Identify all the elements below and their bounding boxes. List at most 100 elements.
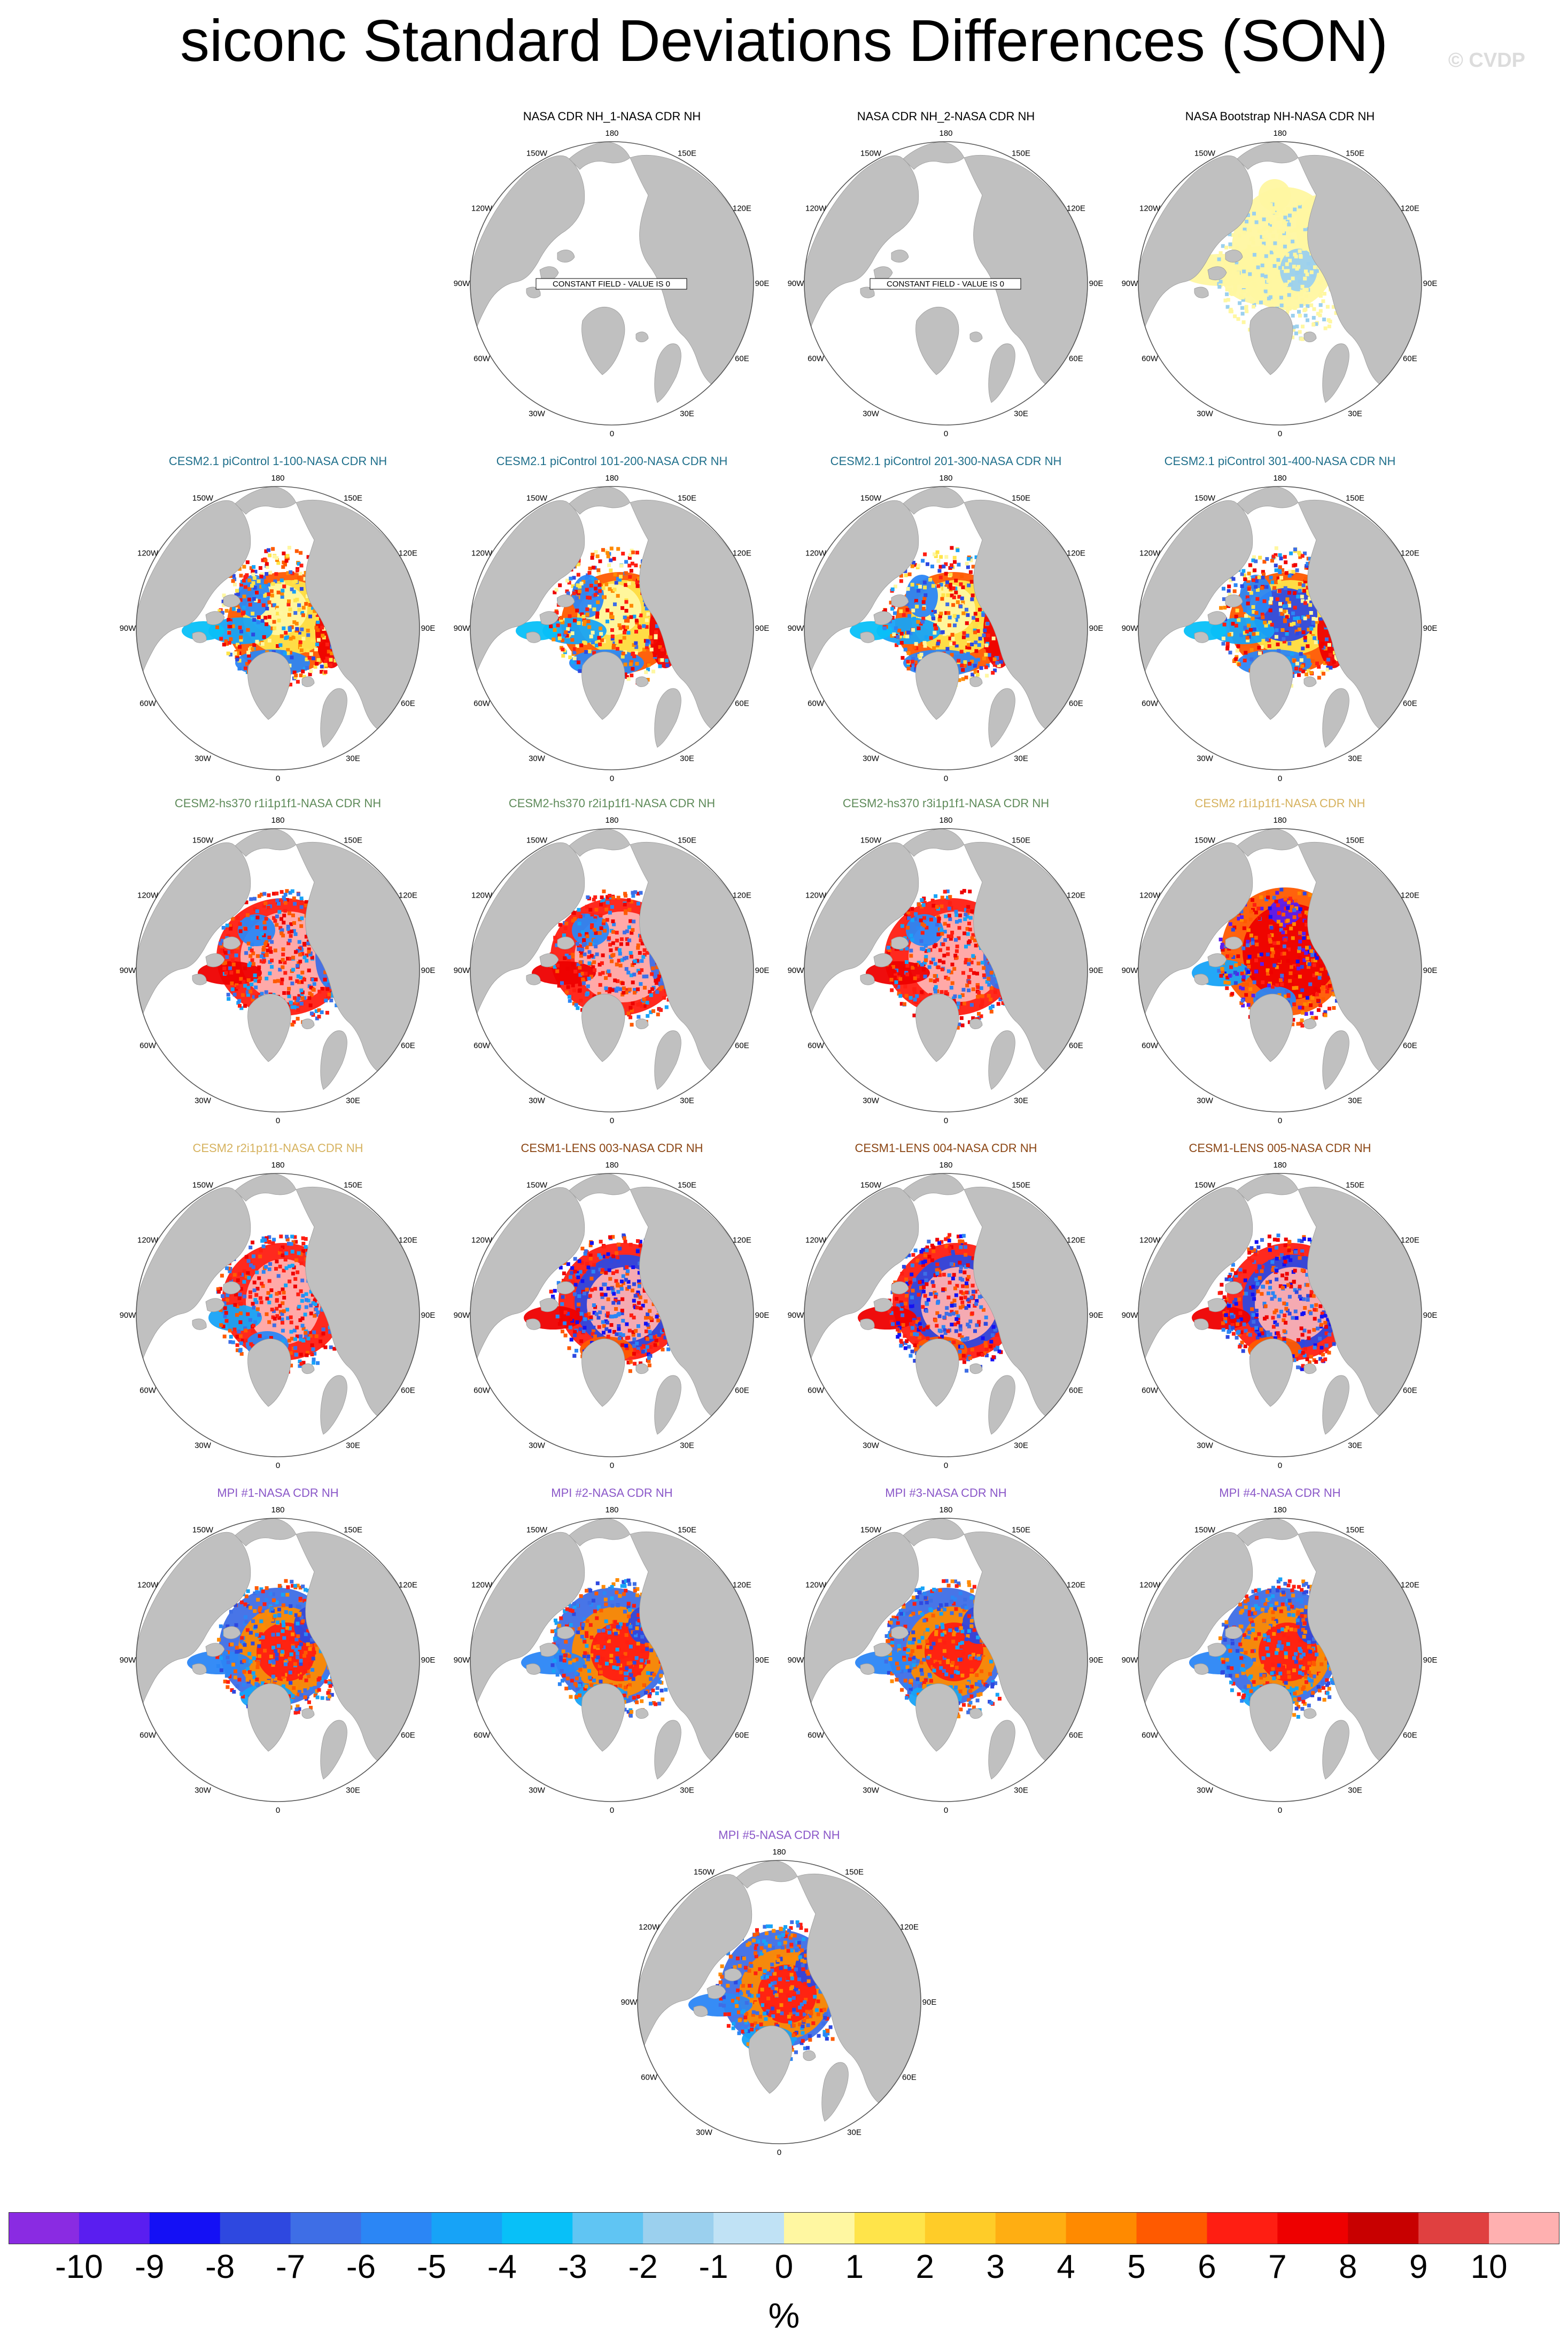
longitude-label: 180 xyxy=(1273,1505,1286,1515)
longitude-label: 180 xyxy=(605,129,618,138)
colorbar-tick-label: -1 xyxy=(698,2248,728,2285)
longitude-label: 60E xyxy=(1069,1041,1083,1050)
figure-title: siconc Standard Deviations Differences (… xyxy=(180,8,1388,74)
panel-title: CESM2.1 piControl 301-400-NASA CDR NH xyxy=(1164,454,1396,468)
longitude-label: 150E xyxy=(1012,1181,1030,1190)
longitude-label: 0 xyxy=(944,1116,948,1125)
land-mask xyxy=(136,1518,420,1780)
longitude-label: 150W xyxy=(526,494,548,503)
longitude-label: 120W xyxy=(1139,204,1161,213)
longitude-label: 90E xyxy=(1089,1656,1104,1665)
colorbar-tick-label: 4 xyxy=(1057,2248,1075,2285)
longitude-label: 180 xyxy=(271,1505,284,1515)
longitude-label: 150E xyxy=(344,836,362,845)
polar-map: 180 150E 120E 90E 60E 30E 0 30W 60W 90W 120W 150W xyxy=(454,816,770,1125)
panel-title: MPI #4-NASA CDR NH xyxy=(1219,1486,1341,1500)
longitude-label: 30E xyxy=(1014,1096,1028,1105)
panel-title: CESM2-hs370 r2i1p1f1-NASA CDR NH xyxy=(508,797,716,810)
colorbar-tick-label: 9 xyxy=(1409,2248,1428,2285)
longitude-label: 60E xyxy=(401,1386,415,1395)
longitude-label: 30W xyxy=(863,754,880,763)
colorbar-tick-label: -5 xyxy=(416,2248,447,2285)
colorbar-swatch xyxy=(854,2212,926,2244)
longitude-label: 60E xyxy=(735,1386,749,1395)
longitude-label: 90W xyxy=(454,1656,471,1665)
longitude-label: 60E xyxy=(1403,354,1417,364)
longitude-label: 120E xyxy=(399,549,417,558)
longitude-label: 60E xyxy=(1069,354,1083,364)
longitude-label: 120E xyxy=(1067,891,1085,900)
longitude-label: 180 xyxy=(1273,1161,1286,1170)
longitude-label: 120W xyxy=(137,549,159,558)
longitude-label: 120W xyxy=(805,1581,827,1590)
longitude-label: 150W xyxy=(526,836,548,845)
land-mask xyxy=(638,1860,921,2122)
longitude-label: 180 xyxy=(939,1505,952,1515)
longitude-label: 0 xyxy=(610,774,614,783)
panel-title: CESM2.1 piControl 101-200-NASA CDR NH xyxy=(496,454,728,468)
longitude-label: 30W xyxy=(195,1441,212,1450)
longitude-label: 180 xyxy=(271,474,284,483)
longitude-label: 30W xyxy=(1197,1096,1214,1105)
longitude-label: 90E xyxy=(755,1656,770,1665)
longitude-label: 90E xyxy=(421,1656,436,1665)
longitude-label: 90E xyxy=(1423,279,1438,288)
longitude-label: 30E xyxy=(1014,1441,1028,1450)
map-panel: NASA Bootstrap NH-NASA CDR NH 180 150E 120E… xyxy=(1114,110,1446,452)
polar-map: 180 150E 120E 90E 60E 30E 0 30W 60W 90W 120W 150W xyxy=(1122,474,1438,783)
longitude-label: 30W xyxy=(1197,1441,1214,1450)
longitude-label: 30W xyxy=(195,754,212,763)
longitude-label: 150W xyxy=(860,149,882,158)
longitude-label: 90E xyxy=(755,1311,770,1320)
longitude-label: 120W xyxy=(137,1581,159,1590)
colorbar-tick-label: -8 xyxy=(205,2248,235,2285)
longitude-label: 120E xyxy=(1067,549,1085,558)
colorbar-swatch xyxy=(995,2212,1067,2244)
map-panel: CESM2-hs370 r3i1p1f1-NASA CDR NH 180 150E 1… xyxy=(780,797,1112,1139)
longitude-label: 150E xyxy=(344,1181,362,1190)
longitude-label: 150W xyxy=(526,1181,548,1190)
longitude-label: 60E xyxy=(735,699,749,708)
colorbar-swatch xyxy=(431,2212,502,2244)
longitude-label: 120W xyxy=(471,1581,493,1590)
longitude-label: 60W xyxy=(1142,1386,1159,1395)
colorbar-swatch xyxy=(79,2212,150,2244)
longitude-label: 60E xyxy=(735,1731,749,1740)
longitude-label: 30E xyxy=(1348,1096,1362,1105)
svg-text:CONSTANT FIELD - VALUE IS 0: CONSTANT FIELD - VALUE IS 0 xyxy=(553,280,670,289)
longitude-label: 150E xyxy=(1012,836,1030,845)
colorbar-tick-label: 10 xyxy=(1470,2248,1508,2285)
longitude-label: 30E xyxy=(1348,754,1362,763)
colorbar-swatch xyxy=(9,2212,80,2244)
longitude-label: 90E xyxy=(922,1998,937,2007)
longitude-label: 120W xyxy=(137,891,159,900)
colorbar-tick-label: -10 xyxy=(55,2248,103,2285)
longitude-label: 0 xyxy=(1278,429,1282,438)
colorbar-tick-label: 5 xyxy=(1127,2248,1146,2285)
polar-map: 180 150E 120E 90E 60E 30E 0 30W 60W 90W 120W 150W CO… xyxy=(454,129,770,438)
longitude-label: 150W xyxy=(860,836,882,845)
polar-map: 180 150E 120E 90E 60E 30E 0 30W 60W 90W 120W 150W xyxy=(788,474,1104,783)
panel-title: NASA CDR NH_2-NASA CDR NH xyxy=(857,110,1035,123)
longitude-label: 120E xyxy=(1401,1236,1419,1245)
colorbar-swatch xyxy=(220,2212,291,2244)
longitude-label: 60E xyxy=(401,1041,415,1050)
longitude-label: 90E xyxy=(1089,279,1104,288)
polar-map: 180 150E 120E 90E 60E 30E 0 30W 60W 90W 120W 150W CO… xyxy=(788,129,1104,438)
longitude-label: 30W xyxy=(1197,1786,1214,1795)
longitude-label: 60E xyxy=(1069,1386,1083,1395)
land-mask xyxy=(470,829,754,1090)
longitude-label: 180 xyxy=(605,816,618,825)
longitude-label: 150W xyxy=(860,494,882,503)
longitude-label: 90W xyxy=(1122,624,1139,633)
longitude-label: 60W xyxy=(473,1731,491,1740)
land-mask xyxy=(136,829,420,1090)
longitude-label: 60E xyxy=(735,354,749,364)
land-mask xyxy=(1138,142,1422,403)
longitude-label: 150W xyxy=(1194,494,1216,503)
longitude-label: 150W xyxy=(526,1526,548,1535)
longitude-label: 150E xyxy=(1346,836,1364,845)
colorbar-tick-label: -2 xyxy=(628,2248,658,2285)
colorbar-swatch xyxy=(290,2212,362,2244)
longitude-label: 60W xyxy=(808,1731,825,1740)
